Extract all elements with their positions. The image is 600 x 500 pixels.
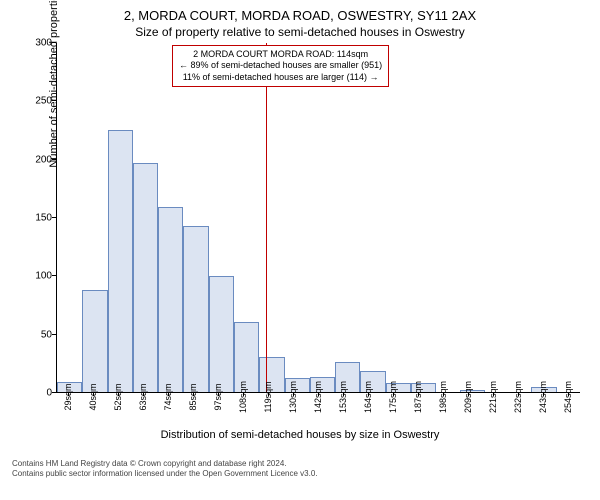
x-tick-label: 119sqm bbox=[263, 381, 273, 412]
y-tick-label: 200 bbox=[20, 154, 52, 165]
x-tick-label: 97sqm bbox=[213, 383, 223, 410]
histogram-bar bbox=[133, 163, 158, 392]
annotation-line-2: ← 89% of semi-detached houses are smalle… bbox=[179, 60, 382, 71]
x-tick-label: 187sqm bbox=[413, 381, 423, 413]
y-tick-label: 150 bbox=[20, 213, 52, 224]
x-tick-label: 74sqm bbox=[163, 383, 173, 410]
x-tick: 29sqm bbox=[56, 393, 81, 423]
chart-region: Number of semi-detached properties 05010… bbox=[56, 43, 580, 423]
x-tick: 187sqm bbox=[405, 393, 430, 423]
x-tick: 254sqm bbox=[555, 393, 580, 423]
x-tick-label: 153sqm bbox=[338, 381, 348, 413]
x-tick-label: 175sqm bbox=[388, 381, 398, 413]
x-axis-label: Distribution of semi-detached houses by … bbox=[12, 429, 588, 441]
page-subtitle: Size of property relative to semi-detach… bbox=[12, 25, 588, 39]
x-tick: 175sqm bbox=[380, 393, 405, 423]
x-tick-label: 142sqm bbox=[313, 381, 323, 413]
footer-line-2: Contains public sector information licen… bbox=[12, 469, 588, 479]
histogram-bar bbox=[158, 207, 183, 392]
page-title: 2, MORDA COURT, MORDA ROAD, OSWESTRY, SY… bbox=[12, 8, 588, 23]
y-axis: 050100150200250300 bbox=[20, 43, 52, 393]
x-tick-label: 130sqm bbox=[288, 381, 298, 413]
y-tick-label: 300 bbox=[20, 38, 52, 49]
x-axis: 29sqm40sqm52sqm63sqm74sqm85sqm97sqm108sq… bbox=[56, 393, 580, 423]
histogram-bar bbox=[108, 130, 133, 392]
x-tick-label: 221sqm bbox=[488, 381, 498, 413]
x-tick-label: 85sqm bbox=[188, 383, 198, 410]
x-tick: 108sqm bbox=[231, 393, 256, 423]
footer-line-1: Contains HM Land Registry data © Crown c… bbox=[12, 459, 588, 469]
x-tick: 209sqm bbox=[455, 393, 480, 423]
histogram-bar bbox=[82, 290, 107, 392]
histogram-bar bbox=[183, 226, 208, 392]
reference-line bbox=[266, 43, 267, 392]
x-tick-label: 63sqm bbox=[138, 383, 148, 410]
y-tick-label: 250 bbox=[20, 96, 52, 107]
x-tick: 74sqm bbox=[156, 393, 181, 423]
x-tick: 130sqm bbox=[281, 393, 306, 423]
x-tick-label: 209sqm bbox=[463, 381, 473, 413]
x-tick: 97sqm bbox=[206, 393, 231, 423]
x-tick: 243sqm bbox=[530, 393, 555, 423]
x-tick: 164sqm bbox=[355, 393, 380, 423]
y-tick-label: 50 bbox=[20, 329, 52, 340]
x-tick-label: 40sqm bbox=[88, 383, 98, 410]
x-tick: 221sqm bbox=[480, 393, 505, 423]
x-tick-label: 108sqm bbox=[238, 381, 248, 413]
x-tick: 52sqm bbox=[106, 393, 131, 423]
x-tick: 40sqm bbox=[81, 393, 106, 423]
plot-area: 2 MORDA COURT MORDA ROAD: 114sqm ← 89% o… bbox=[56, 43, 580, 393]
x-tick-label: 254sqm bbox=[563, 381, 573, 413]
annotation-line-3: 11% of semi-detached houses are larger (… bbox=[179, 72, 382, 83]
x-tick-label: 232sqm bbox=[513, 381, 523, 413]
x-tick: 85sqm bbox=[181, 393, 206, 423]
histogram-bar bbox=[209, 276, 234, 392]
x-tick-label: 198sqm bbox=[438, 381, 448, 413]
x-tick-label: 52sqm bbox=[113, 383, 123, 410]
x-tick: 63sqm bbox=[131, 393, 156, 423]
x-tick: 232sqm bbox=[505, 393, 530, 423]
footer: Contains HM Land Registry data © Crown c… bbox=[12, 459, 588, 480]
annotation-box: 2 MORDA COURT MORDA ROAD: 114sqm ← 89% o… bbox=[172, 45, 389, 87]
y-tick-label: 100 bbox=[20, 271, 52, 282]
x-tick: 142sqm bbox=[306, 393, 331, 423]
annotation-line-1: 2 MORDA COURT MORDA ROAD: 114sqm bbox=[179, 49, 382, 60]
x-tick: 119sqm bbox=[256, 393, 281, 423]
x-tick: 153sqm bbox=[330, 393, 355, 423]
x-tick-label: 243sqm bbox=[538, 381, 548, 413]
x-tick-label: 164sqm bbox=[363, 381, 373, 413]
y-tick-label: 0 bbox=[20, 388, 52, 399]
x-tick-label: 29sqm bbox=[63, 383, 73, 410]
x-tick: 198sqm bbox=[430, 393, 455, 423]
